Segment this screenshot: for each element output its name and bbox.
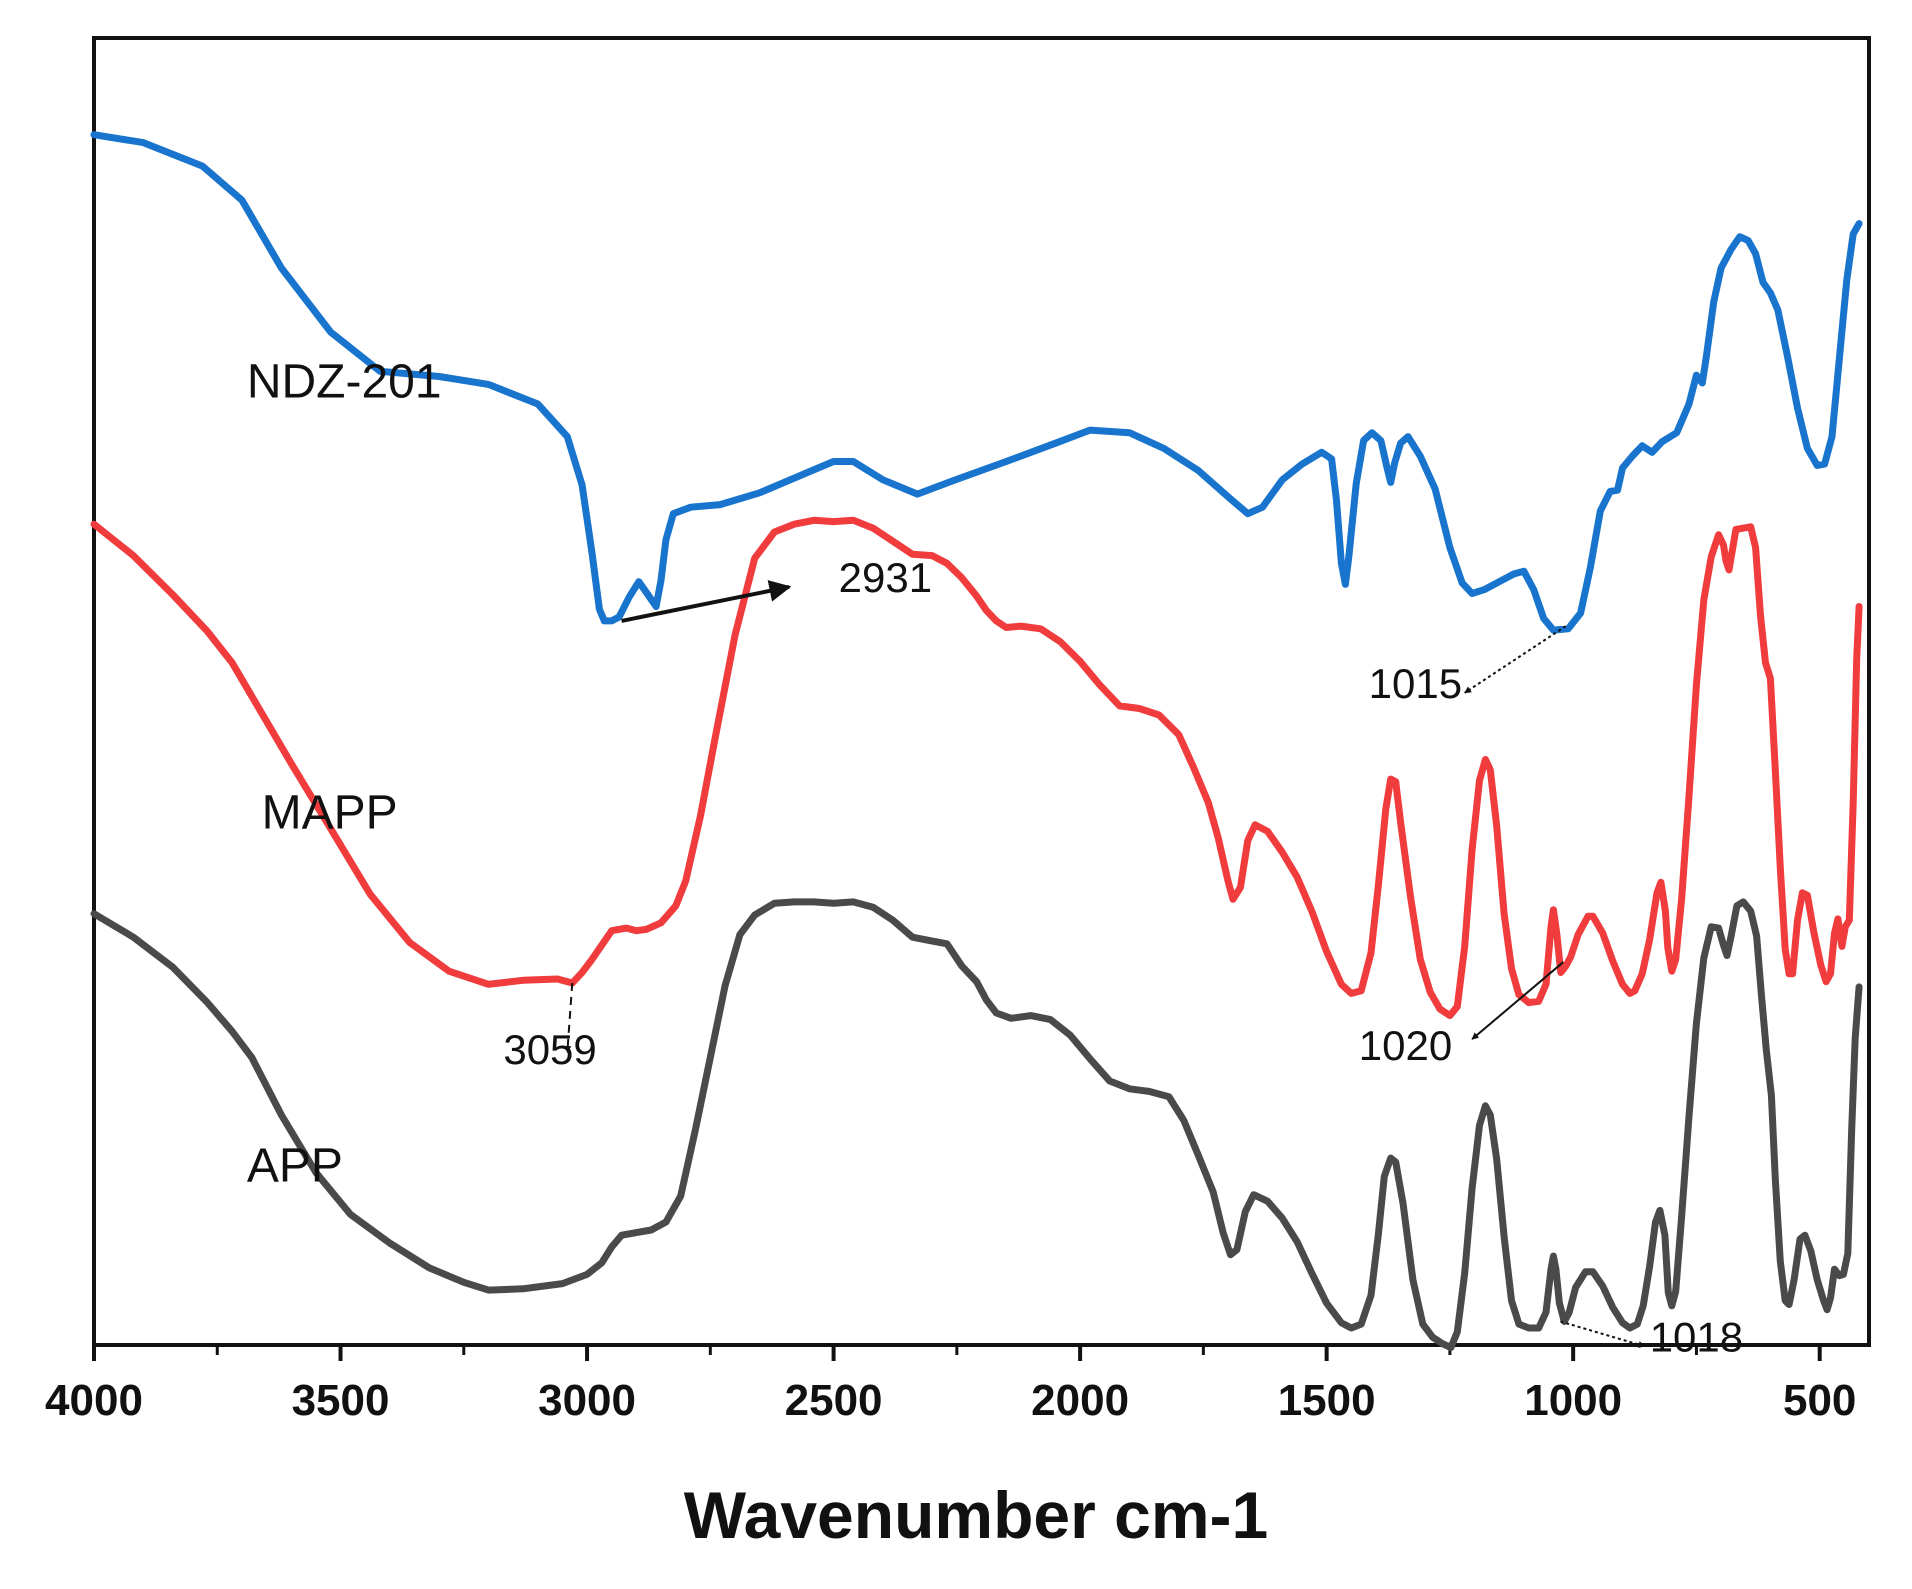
series-line-ndz-201	[90, 131, 1863, 634]
series-layer	[90, 131, 1863, 1352]
annotation-label-3059: 3059	[503, 1026, 596, 1073]
series-line-mapp	[90, 516, 1863, 1020]
series-label-ndz-201: NDZ-201	[247, 355, 442, 408]
x-tick-label: 2000	[1031, 1376, 1129, 1425]
x-tick-label: 1500	[1278, 1376, 1376, 1425]
plot-border	[92, 36, 1871, 1347]
annotation-label-1020: 1020	[1359, 1022, 1452, 1069]
annotation-arrow-3059	[564, 982, 574, 1053]
series-line-app	[90, 898, 1863, 1352]
peak-annotations: 2931 1015 3059 1020 1018	[503, 554, 1743, 1360]
annotation-label-1018: 1018	[1650, 1314, 1743, 1361]
annotation-label-2931: 2931	[839, 554, 932, 601]
x-tick-label: 3500	[292, 1376, 390, 1425]
x-tick-label: 2500	[785, 1376, 883, 1425]
annotation-arrow-1018	[1560, 1320, 1646, 1348]
x-axis-title: Wavenumber cm-1	[684, 1478, 1268, 1552]
annotation-label-1015: 1015	[1369, 660, 1462, 707]
annotation-arrow-1015	[1464, 625, 1567, 694]
plot-frame	[92, 36, 1871, 1347]
x-tick-label: 3000	[538, 1376, 636, 1425]
x-tick-label: 1000	[1524, 1376, 1622, 1425]
annotation-arrow-2931	[621, 580, 792, 623]
series-labels: NDZ-201 MAPP APP	[247, 355, 442, 1192]
x-tick-label: 4000	[45, 1376, 143, 1425]
x-axis-ticks: 4000 3500 3000 2500 2000 1500 1000 500	[45, 1345, 1856, 1425]
series-label-app: APP	[247, 1140, 343, 1193]
x-tick-label: 500	[1783, 1376, 1856, 1425]
annotation-arrow-1020	[1471, 961, 1564, 1040]
series-label-mapp: MAPP	[262, 787, 398, 840]
